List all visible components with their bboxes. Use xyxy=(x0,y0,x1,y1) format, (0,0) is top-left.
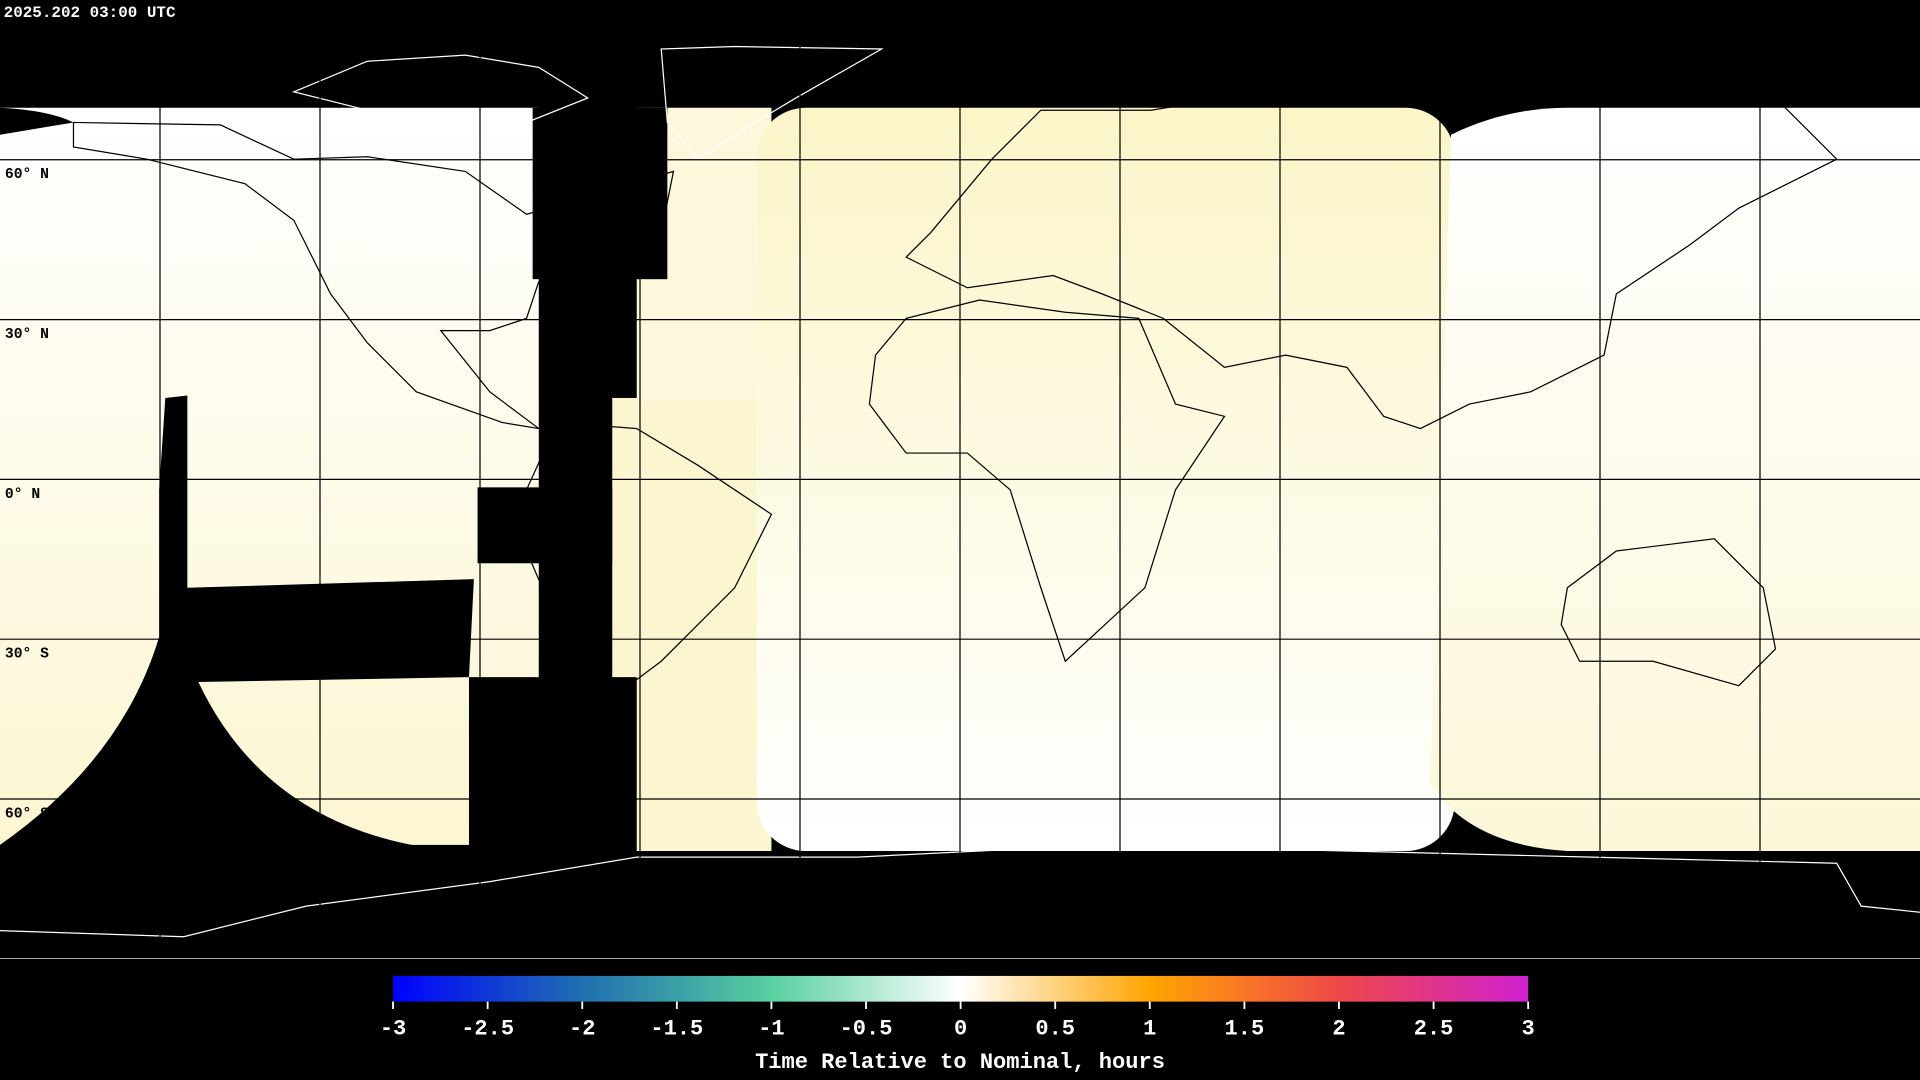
coast-arctic xyxy=(291,54,590,124)
colorbar-tick-label: 1 xyxy=(1143,1017,1156,1042)
coast-antarctica xyxy=(0,844,1920,938)
latitude-label: 60° S xyxy=(5,806,49,822)
colorbar-tick-label: -2 xyxy=(569,1017,595,1042)
colorbar-tick-label: 3 xyxy=(1522,1017,1535,1042)
colorbar-label: Time Relative to Nominal, hours xyxy=(755,1050,1165,1075)
no-data xyxy=(0,395,474,959)
coverage-west xyxy=(0,107,539,845)
coastlines xyxy=(0,45,1920,938)
colorbar-tick-label: 2.5 xyxy=(1414,1017,1454,1042)
colorbar-tick-label: 2 xyxy=(1332,1017,1345,1042)
no-data xyxy=(477,487,613,564)
colorbar-tick-label: -0.5 xyxy=(840,1017,893,1042)
coast-australia xyxy=(1560,538,1777,687)
latitude-label: 30° N xyxy=(5,327,49,343)
latitude-labels: 60° N 30° N 0° N 30° S 60° S xyxy=(5,167,49,822)
coverage-atlantic xyxy=(612,397,772,852)
colorbar-tick-label: -2.5 xyxy=(461,1017,514,1042)
coast-africa xyxy=(868,299,1226,663)
coast-greenland xyxy=(660,45,884,160)
colorbar-tick-label: 0 xyxy=(954,1017,967,1042)
colorbar-ticks: -3 -2.5 -2 -1.5 -1 -0.5 0 0.5 1 1.5 2 2.5 3 xyxy=(380,1001,1535,1042)
latitude-label: 30° S xyxy=(5,647,49,663)
colorbar xyxy=(393,975,1529,1002)
coast-eurasia xyxy=(905,85,1838,430)
coast-south-america xyxy=(525,421,773,773)
colorbar-tick-label: 0.5 xyxy=(1035,1017,1075,1042)
timestamp: 2025.202 03:00 UTC xyxy=(4,4,176,22)
colorbar-tick-label: -1 xyxy=(758,1017,784,1042)
latitude-label: 60° N xyxy=(5,167,49,183)
latitude-label: 0° N xyxy=(5,487,40,503)
no-data xyxy=(468,677,637,959)
colorbar-tick-label: -1.5 xyxy=(650,1017,703,1042)
no-data xyxy=(0,107,74,135)
colorbar-tick-label: 1.5 xyxy=(1225,1017,1265,1042)
coast-north-america xyxy=(72,121,675,430)
colorbar-tick-label: -3 xyxy=(380,1017,406,1042)
